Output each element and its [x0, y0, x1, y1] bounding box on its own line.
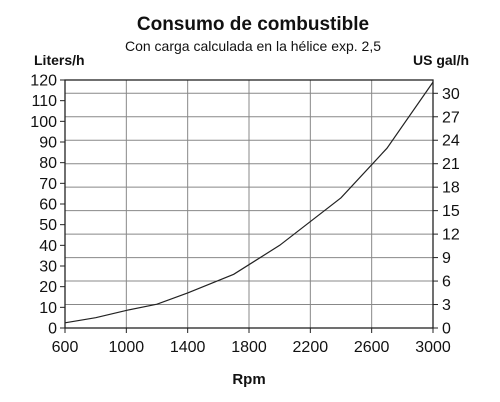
y-left-tick-label: 80: [39, 155, 57, 172]
y-right-tick-label: 27: [442, 109, 460, 126]
y-left-tick-label: 60: [39, 197, 57, 214]
right-axis-unit-label: US gal/h: [413, 52, 469, 68]
x-tick-label: 1400: [170, 339, 206, 356]
fuel-consumption-line: [64, 81, 434, 324]
x-tick-label: 3000: [415, 339, 451, 356]
y-left-tick-label: 70: [39, 176, 57, 193]
x-axis-label: Rpm: [232, 371, 265, 388]
y-right-tick-label: 18: [442, 180, 460, 197]
x-tick-label: 1000: [109, 339, 145, 356]
y-right-tick-label: 0: [442, 321, 451, 338]
y-right-tick-label: 12: [442, 227, 460, 244]
y-right-tick-label: 9: [442, 250, 451, 267]
tick-labels: 600 1000 1400 1800 2200 2600 30000102030405060…: [30, 73, 460, 357]
y-left-tick-label: 0: [48, 321, 57, 338]
x-tick-label: 1800: [231, 339, 267, 356]
y-left-tick-label: 40: [39, 238, 57, 255]
gridlines: [65, 80, 433, 328]
series-layer: [64, 81, 434, 324]
y-left-tick-label: 10: [39, 300, 57, 317]
chart-subtitle: Con carga calculada en la hélice exp. 2,…: [125, 38, 381, 54]
y-left-tick-label: 90: [39, 135, 57, 152]
y-right-tick-label: 3: [442, 297, 451, 314]
x-tick-label: 600: [52, 339, 79, 356]
left-axis-unit-label: Liters/h: [34, 52, 85, 68]
y-left-tick-label: 50: [39, 217, 57, 234]
plot-frame: [64, 79, 434, 329]
y-right-tick-label: 15: [442, 203, 460, 220]
y-left-tick-label: 30: [39, 259, 57, 276]
y-right-tick-label: 30: [442, 86, 460, 103]
axis-ticks: [60, 79, 438, 333]
y-right-tick-label: 24: [442, 133, 460, 150]
y-left-tick-label: 120: [30, 73, 57, 90]
x-tick-label: 2200: [293, 339, 329, 356]
y-left-tick-label: 20: [39, 279, 57, 296]
chart-title: Consumo de combustible: [137, 14, 369, 35]
y-right-tick-label: 21: [442, 156, 460, 173]
y-right-tick-label: 6: [442, 274, 451, 291]
x-tick-label: 2600: [354, 339, 390, 356]
y-left-tick-label: 100: [30, 114, 57, 131]
y-left-tick-label: 110: [31, 93, 57, 110]
